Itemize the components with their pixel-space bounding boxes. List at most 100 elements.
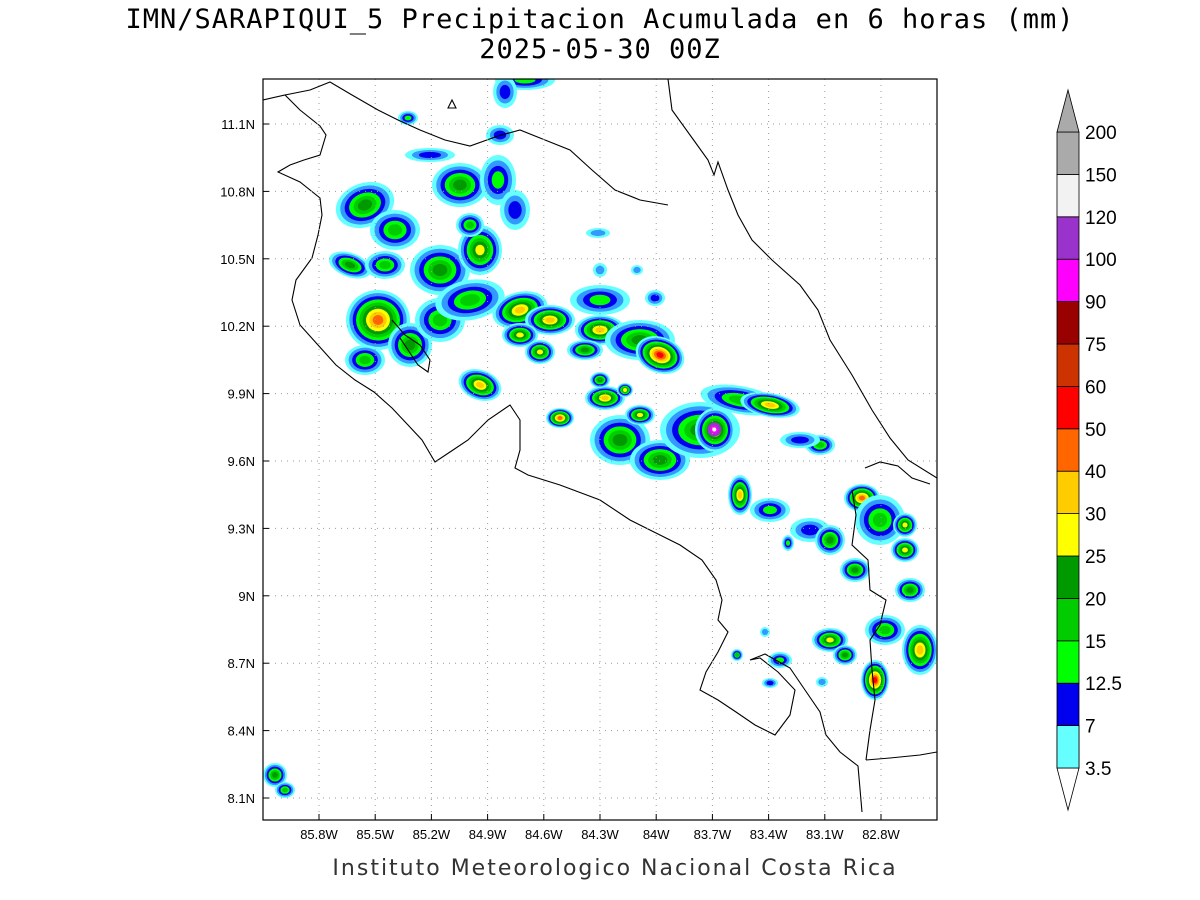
precip-contour — [372, 315, 384, 325]
colorbar-label: 15 — [1085, 632, 1106, 653]
colorbar-swatch — [1056, 555, 1080, 599]
precip-contour — [851, 567, 859, 573]
precip-contour — [879, 625, 891, 635]
precip-contour — [545, 317, 555, 323]
colorbar-swatch — [1056, 258, 1080, 303]
lat-tick-label: 9.3N — [228, 521, 255, 536]
map-title: IMN/SARAPIQUI_5 Precipitacion Acumulada … — [125, 4, 1075, 35]
precip-contour — [872, 512, 888, 528]
precip-contour — [763, 505, 777, 515]
lat-tick-label: 10.2N — [220, 319, 255, 334]
panama-border — [851, 489, 887, 761]
precip-contour — [387, 224, 403, 236]
precip-contour — [272, 772, 278, 778]
coastlines — [263, 79, 937, 813]
colorbar-swatch — [1056, 470, 1080, 515]
colorbar-label: 12.5 — [1085, 674, 1122, 695]
precip-contour — [466, 221, 474, 229]
lat-tick-label: 11.1N — [221, 117, 255, 132]
precip-contour — [514, 79, 536, 84]
precip-contour — [595, 265, 605, 275]
precip-contour — [737, 491, 743, 499]
precip-contour — [766, 680, 774, 686]
precip-contour — [656, 352, 664, 358]
colorbar-swatch — [1056, 428, 1080, 472]
colorbar-label: 200 — [1085, 123, 1117, 144]
precip-contour — [764, 402, 776, 408]
precip-contour — [589, 294, 611, 306]
lat-tick-label: 10.8N — [220, 184, 255, 199]
precip-contour — [453, 179, 467, 191]
latitude-axis: 11.1N 10.8N 10.5N 10.2N 9.9N 9.6N 9.3N 9N 8.7N 8.… — [220, 117, 269, 806]
precip-contour — [633, 266, 641, 274]
precip-contour — [475, 244, 485, 256]
colorbar-swatch — [1056, 173, 1080, 218]
precip-contour — [590, 229, 606, 237]
lat-tick-label: 8.4N — [228, 724, 255, 739]
colorbar-label: 20 — [1085, 589, 1106, 610]
colorbar-swatch — [1056, 640, 1080, 684]
precip-contour — [282, 787, 288, 793]
precip-contour — [902, 522, 908, 528]
precip-contour — [359, 355, 371, 365]
precip-contour — [652, 455, 668, 465]
nicaragua-border — [284, 81, 669, 206]
pacific-coastline — [263, 94, 863, 813]
precip-contour — [818, 678, 826, 686]
colorbar-label: 7 — [1085, 717, 1096, 738]
precip-contour — [508, 201, 522, 219]
precip-contour — [826, 637, 834, 643]
lon-tick-label: 84.9W — [469, 827, 507, 842]
precip-contour — [785, 540, 791, 546]
colorbar-swatch — [1056, 216, 1080, 260]
precip-contour — [404, 115, 412, 121]
precip-contour — [859, 495, 865, 501]
colorbar-label: 90 — [1085, 293, 1106, 314]
precip-contour — [623, 388, 627, 392]
precip-contour — [379, 261, 391, 269]
colorbar-label: 40 — [1085, 462, 1106, 483]
caribbean-coastline — [667, 79, 937, 479]
colorbar-label: 25 — [1085, 547, 1106, 568]
lon-tick-label: 83.1W — [806, 827, 844, 842]
lon-tick-label: 84W — [643, 827, 670, 842]
precip-contour — [595, 327, 605, 333]
lon-tick-label: 85.8W — [300, 827, 338, 842]
graticule — [263, 79, 937, 820]
lat-tick-label: 9.6N — [228, 454, 255, 469]
precip-contour — [597, 378, 603, 382]
precip-contour — [418, 151, 442, 159]
lat-tick-label: 9.9N — [228, 387, 255, 402]
precip-contour — [432, 263, 448, 277]
map-datetime: 2025-05-30 00Z — [479, 34, 721, 65]
colorbar-swatch — [1056, 513, 1080, 557]
colorbar-swatch — [1056, 131, 1080, 175]
footer-credit: Instituto Meteorologico Nacional Costa R… — [332, 856, 898, 881]
precip-contour — [491, 171, 505, 189]
precip-contour — [536, 349, 544, 355]
colorbar-swatch — [1056, 598, 1080, 642]
precip-contour — [916, 645, 924, 655]
precip-contour — [791, 436, 809, 444]
longitude-axis: 85.8W 85.5W 85.2W 84.9W 84.6W 84.3W 84W 83.7W 83… — [300, 814, 901, 842]
lat-tick-label: 8.1N — [228, 791, 255, 806]
precip-contour — [516, 332, 524, 338]
colorbar-label: 150 — [1085, 165, 1117, 186]
precip-contour — [499, 84, 511, 100]
precip-contour — [902, 547, 908, 553]
precip-contour — [460, 294, 480, 306]
lon-tick-label: 84.3W — [581, 827, 619, 842]
lon-tick-label: 85.5W — [356, 827, 394, 842]
precip-contour — [557, 416, 563, 420]
precip-contour — [872, 676, 878, 684]
colorbar-min-arrow — [1056, 767, 1080, 812]
precip-contour — [476, 382, 484, 388]
colorbar-label: 100 — [1085, 250, 1117, 271]
colorbar: 3.5 7 12.5 15 20 25 30 40 50 60 75 90 100 120 150 200 — [1056, 88, 1122, 812]
colorbar-label: 3.5 — [1085, 759, 1111, 780]
precip-contour — [344, 261, 356, 269]
precip-max-center — [712, 427, 717, 432]
lat-tick-label: 10.5N — [220, 252, 255, 267]
lon-tick-label: 85.2W — [413, 827, 451, 842]
